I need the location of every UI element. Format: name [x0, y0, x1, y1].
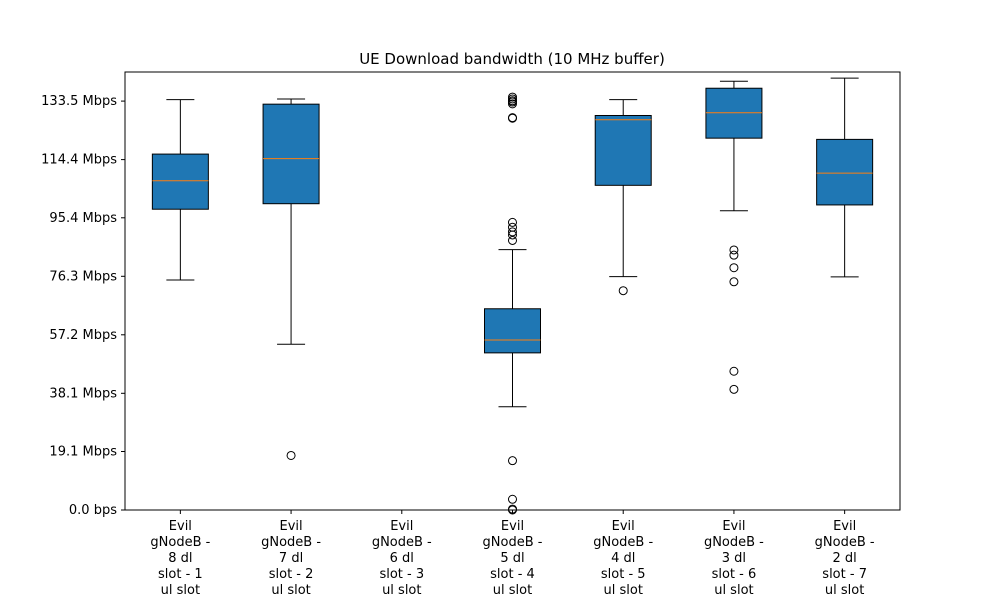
outlier-point — [508, 92, 517, 102]
x-tick-label-line: 2 dl — [833, 551, 857, 566]
plot-area — [151, 77, 874, 515]
outlier-point — [618, 286, 628, 296]
x-tick-label-line: ul slot — [493, 583, 532, 598]
outlier-point — [508, 113, 517, 123]
box-group — [151, 99, 209, 281]
x-tick-label-line: ul slot — [604, 583, 643, 598]
y-tick-label: 57.2 Mbps — [49, 328, 117, 343]
outlier-point — [729, 250, 739, 260]
x-tick-label-line: gNodeB - — [704, 535, 764, 550]
x-tick-label-line: slot - 5 — [601, 567, 646, 582]
iqr-box — [484, 308, 541, 354]
x-tick-label-line: gNodeB - — [483, 535, 543, 550]
x-tick-label-line: ul slot — [382, 583, 421, 598]
iqr-box — [262, 103, 320, 205]
x-tick-label-line: slot - 1 — [158, 567, 203, 582]
iqr-box — [151, 153, 209, 210]
box-group — [705, 80, 763, 394]
x-tick-label-line: gNodeB - — [372, 535, 432, 550]
x-tick-label-line: ul slot — [161, 583, 200, 598]
x-tick-label-line: Evil — [722, 519, 745, 534]
outlier-point — [729, 263, 739, 273]
x-tick-label-line: slot - 4 — [490, 567, 535, 582]
box-group — [594, 99, 652, 296]
x-tick-label-line: slot - 7 — [822, 567, 867, 582]
x-tick-label-line: gNodeB - — [261, 535, 321, 550]
y-tick-label: 76.3 Mbps — [49, 269, 117, 284]
x-tick-label-line: Evil — [612, 519, 635, 534]
outlier-point — [729, 277, 739, 287]
x-tick-label-line: Evil — [501, 519, 524, 534]
iqr-box — [816, 138, 874, 206]
x-tick-label-line: ul slot — [271, 583, 310, 598]
x-tick-label: Evil gNodeB -5 dl slot - 4 ul slot — [483, 519, 543, 598]
y-tick-label: 95.4 Mbps — [49, 211, 117, 226]
x-tick-label-line: Evil — [280, 519, 303, 534]
x-tick-label-line: 7 dl — [279, 551, 303, 566]
x-tick-label-line: gNodeB - — [815, 535, 875, 550]
x-tick-label-line: Evil — [169, 519, 192, 534]
x-tick-label-line: 5 dl — [500, 551, 524, 566]
outlier-point — [729, 366, 739, 376]
box-group — [816, 77, 874, 278]
x-tick-label-line: slot - 6 — [712, 567, 757, 582]
x-tick-label-line: slot - 2 — [269, 567, 314, 582]
x-tick-label-line: Evil — [833, 519, 856, 534]
x-tick-label: Evil gNodeB -3 dl slot - 6 ul slot — [704, 519, 764, 598]
iqr-box — [594, 114, 652, 186]
outlier-point — [729, 384, 739, 394]
chart-title: UE Download bandwidth (10 MHz buffer) — [359, 50, 665, 68]
outlier-point — [508, 494, 517, 504]
outlier-point — [508, 235, 517, 245]
x-tick-label: Evil gNodeB -7 dl slot - 2 ul slot — [261, 519, 321, 598]
outlier-point — [286, 450, 296, 460]
y-tick-label: 114.4 Mbps — [41, 153, 117, 168]
box-group — [484, 92, 541, 515]
x-tick-label: Evil gNodeB -2 dl slot - 7 ul slot — [815, 519, 875, 598]
x-tick-label-line: slot - 3 — [379, 567, 424, 582]
x-tick-label-line: gNodeB - — [593, 535, 653, 550]
x-tick-label-line: 8 dl — [168, 551, 192, 566]
outlier-point — [508, 227, 517, 237]
x-tick-label-line: 3 dl — [722, 551, 746, 566]
y-tick-label: 133.5 Mbps — [41, 94, 117, 109]
x-tick-label-line: Evil — [390, 519, 413, 534]
x-tick-label: Evil gNodeB -8 dl slot - 1 ul slot — [150, 519, 210, 598]
y-tick-label: 19.1 Mbps — [49, 444, 117, 459]
x-tick-label: Evil gNodeB -4 dl slot - 5 ul slot — [593, 519, 653, 598]
x-tick-label-line: gNodeB - — [150, 535, 210, 550]
x-tick-label: Evil gNodeB -6 dl slot - 3 ul slot — [372, 519, 432, 598]
y-tick-label: 38.1 Mbps — [49, 386, 117, 401]
x-tick-label-line: 6 dl — [390, 551, 414, 566]
outlier-point — [508, 222, 517, 232]
axes: 0.0 bps 19.1 Mbps 38.1 Mbps 57.2 Mbps 76.3 M… — [41, 94, 875, 598]
y-tick-label: 0.0 bps — [69, 503, 117, 518]
outlier-point — [508, 456, 517, 466]
box-group — [262, 98, 320, 460]
x-tick-label-line: ul slot — [714, 583, 753, 598]
outlier-point — [508, 217, 517, 227]
x-tick-label-line: ul slot — [825, 583, 864, 598]
outlier-point — [729, 245, 739, 255]
x-tick-label-line: 4 dl — [611, 551, 635, 566]
